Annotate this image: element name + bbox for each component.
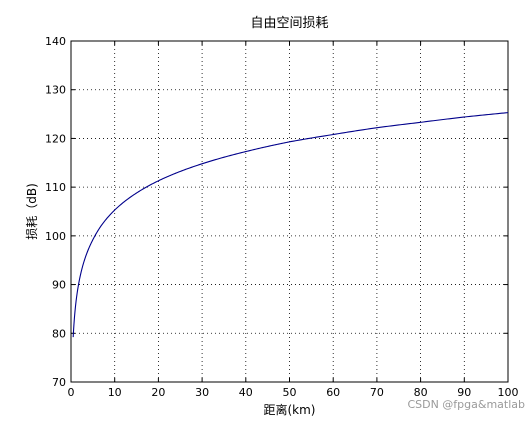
y-tick-label: 120 [45, 132, 66, 145]
y-tick-label: 70 [52, 376, 66, 389]
y-tick-label: 100 [45, 230, 66, 243]
x-tick-label: 40 [239, 386, 253, 399]
y-tick-label: 80 [52, 327, 66, 340]
y-tick-label: 110 [45, 181, 66, 194]
x-tick-label: 90 [457, 386, 471, 399]
x-tick-label: 50 [283, 386, 297, 399]
y-axis-label: 损耗（dB) [25, 183, 39, 240]
y-tick-label: 140 [45, 35, 66, 48]
y-tick-label: 90 [52, 279, 66, 292]
x-tick-label: 30 [195, 386, 209, 399]
x-tick-label: 10 [108, 386, 122, 399]
csdn-watermark: CSDN @fpga&matlab [407, 398, 525, 411]
y-tick-label: 130 [45, 84, 66, 97]
x-tick-label: 80 [414, 386, 428, 399]
plot-area [70, 40, 509, 383]
x-tick-label: 0 [68, 386, 75, 399]
x-axis-label: 距离(km) [263, 402, 315, 417]
x-tick-label: 70 [370, 386, 384, 399]
chart-title: 自由空间损耗 [250, 16, 328, 31]
x-tick-label: 20 [151, 386, 165, 399]
x-tick-label: 100 [498, 386, 519, 399]
x-tick-label: 60 [326, 386, 340, 399]
series-line [72, 112, 509, 338]
